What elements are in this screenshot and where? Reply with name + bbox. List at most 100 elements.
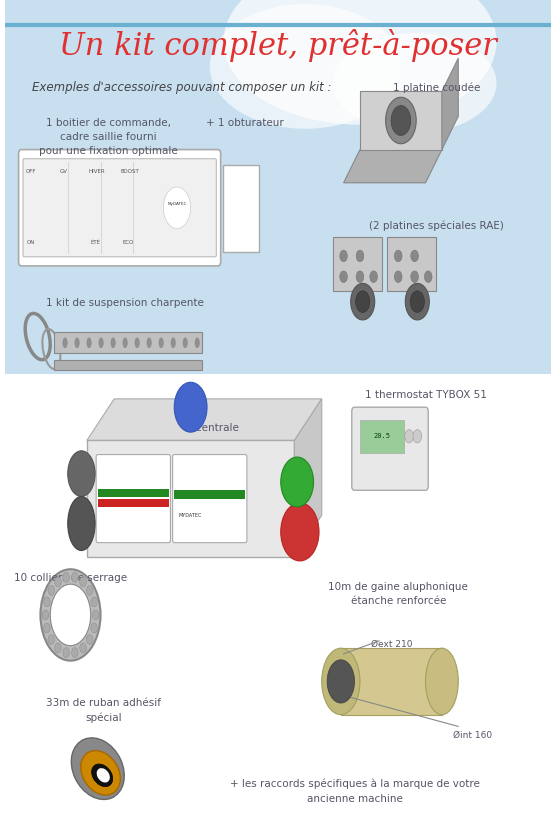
Ellipse shape bbox=[68, 450, 95, 496]
Circle shape bbox=[54, 643, 61, 653]
Ellipse shape bbox=[224, 0, 497, 125]
Circle shape bbox=[51, 584, 90, 646]
Circle shape bbox=[391, 106, 411, 135]
Text: GV: GV bbox=[60, 169, 68, 174]
Circle shape bbox=[411, 271, 418, 283]
Circle shape bbox=[410, 291, 425, 312]
Ellipse shape bbox=[195, 337, 199, 347]
Circle shape bbox=[54, 577, 61, 587]
Circle shape bbox=[386, 97, 416, 144]
Circle shape bbox=[91, 597, 97, 607]
FancyBboxPatch shape bbox=[174, 490, 245, 499]
Circle shape bbox=[87, 585, 93, 595]
FancyBboxPatch shape bbox=[54, 332, 201, 353]
Polygon shape bbox=[294, 399, 322, 557]
FancyBboxPatch shape bbox=[173, 455, 247, 543]
Polygon shape bbox=[360, 91, 442, 150]
Polygon shape bbox=[341, 648, 442, 715]
Text: 1 platine coudée: 1 platine coudée bbox=[393, 82, 480, 92]
Circle shape bbox=[44, 623, 50, 633]
Text: 10 colliers de serrage: 10 colliers de serrage bbox=[14, 573, 127, 583]
Ellipse shape bbox=[147, 337, 152, 347]
Ellipse shape bbox=[159, 337, 163, 347]
Ellipse shape bbox=[71, 738, 124, 799]
FancyBboxPatch shape bbox=[5, 0, 551, 374]
Text: 1 thermostat TYBOX 51: 1 thermostat TYBOX 51 bbox=[365, 390, 486, 400]
Circle shape bbox=[48, 585, 54, 595]
FancyBboxPatch shape bbox=[352, 407, 428, 490]
FancyBboxPatch shape bbox=[360, 420, 403, 453]
Circle shape bbox=[80, 643, 87, 653]
Circle shape bbox=[340, 250, 347, 262]
Circle shape bbox=[281, 503, 319, 561]
Circle shape bbox=[395, 250, 402, 262]
Polygon shape bbox=[87, 399, 322, 440]
Text: (2 platines spéciales RAE): (2 platines spéciales RAE) bbox=[369, 221, 504, 231]
Text: 20.5: 20.5 bbox=[374, 433, 390, 440]
Circle shape bbox=[174, 382, 207, 432]
Circle shape bbox=[63, 647, 69, 657]
Circle shape bbox=[63, 573, 69, 583]
Circle shape bbox=[425, 271, 432, 283]
Circle shape bbox=[91, 623, 97, 633]
Text: + 1 obturateur: + 1 obturateur bbox=[206, 118, 284, 128]
FancyBboxPatch shape bbox=[387, 237, 436, 291]
FancyBboxPatch shape bbox=[19, 150, 221, 266]
Text: HIVER: HIVER bbox=[88, 169, 105, 174]
Text: ON: ON bbox=[27, 240, 36, 245]
FancyBboxPatch shape bbox=[96, 455, 170, 543]
Text: ÉTÉ: ÉTÉ bbox=[90, 240, 100, 245]
Text: MyDATEC: MyDATEC bbox=[167, 202, 186, 205]
Circle shape bbox=[351, 283, 375, 320]
Circle shape bbox=[48, 635, 54, 645]
Text: + les raccords spécifiques à la marque de votre
ancienne machine: + les raccords spécifiques à la marque d… bbox=[230, 779, 480, 804]
FancyBboxPatch shape bbox=[54, 360, 201, 370]
Ellipse shape bbox=[426, 648, 458, 715]
Circle shape bbox=[370, 271, 377, 283]
FancyBboxPatch shape bbox=[23, 159, 216, 257]
FancyBboxPatch shape bbox=[87, 440, 294, 557]
Ellipse shape bbox=[332, 33, 497, 133]
Circle shape bbox=[356, 291, 370, 312]
Circle shape bbox=[413, 430, 422, 443]
Ellipse shape bbox=[68, 497, 95, 551]
Text: 1 centrale: 1 centrale bbox=[186, 423, 239, 433]
Ellipse shape bbox=[75, 337, 79, 347]
Text: Øint 160: Øint 160 bbox=[453, 731, 492, 740]
Circle shape bbox=[356, 250, 364, 262]
FancyBboxPatch shape bbox=[98, 489, 169, 497]
FancyBboxPatch shape bbox=[5, 374, 551, 831]
Ellipse shape bbox=[111, 337, 115, 347]
Text: BOOST: BOOST bbox=[120, 169, 139, 174]
Text: Øext 210: Øext 210 bbox=[371, 640, 412, 648]
Text: Exemples d'accessoires pouvant composer un kit :: Exemples d'accessoires pouvant composer … bbox=[32, 81, 332, 94]
Text: OFF: OFF bbox=[26, 169, 37, 174]
Text: 1 kit de suspension charpente: 1 kit de suspension charpente bbox=[46, 298, 204, 308]
Circle shape bbox=[92, 610, 99, 620]
Ellipse shape bbox=[135, 337, 139, 347]
Circle shape bbox=[72, 573, 78, 583]
Circle shape bbox=[44, 597, 50, 607]
Ellipse shape bbox=[87, 337, 91, 347]
Circle shape bbox=[405, 430, 413, 443]
Ellipse shape bbox=[171, 337, 175, 347]
FancyBboxPatch shape bbox=[224, 165, 259, 252]
Ellipse shape bbox=[80, 750, 120, 795]
Circle shape bbox=[411, 250, 418, 262]
Circle shape bbox=[87, 635, 93, 645]
Circle shape bbox=[405, 283, 430, 320]
Text: 33m de ruban adhésif
spécial: 33m de ruban adhésif spécial bbox=[46, 698, 161, 723]
Ellipse shape bbox=[63, 337, 67, 347]
Circle shape bbox=[356, 271, 364, 283]
Circle shape bbox=[41, 569, 100, 661]
Circle shape bbox=[281, 457, 314, 507]
Ellipse shape bbox=[322, 648, 360, 715]
Polygon shape bbox=[442, 58, 458, 150]
Ellipse shape bbox=[183, 337, 188, 347]
Circle shape bbox=[395, 271, 402, 283]
Ellipse shape bbox=[92, 764, 113, 787]
Circle shape bbox=[42, 610, 49, 620]
Text: 1 boitier de commande,
cadre saillie fourni
pour une fixation optimale: 1 boitier de commande, cadre saillie fou… bbox=[39, 118, 178, 156]
Text: ECO: ECO bbox=[122, 240, 134, 245]
Circle shape bbox=[72, 647, 78, 657]
